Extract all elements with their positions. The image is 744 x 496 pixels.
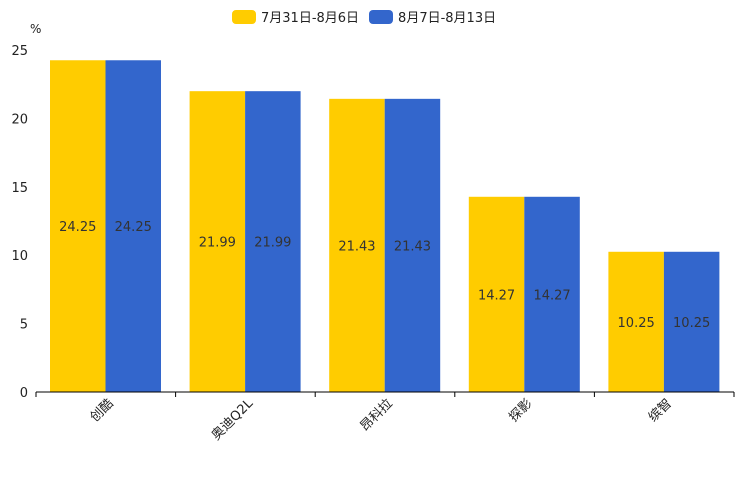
y-tick-label: 10	[11, 249, 28, 264]
y-tick-label: 20	[11, 112, 28, 127]
data-label: 21.43	[338, 239, 375, 254]
data-label: 21.43	[394, 239, 431, 254]
y-axis-label: %	[30, 22, 41, 36]
bar-1-2	[384, 98, 441, 393]
y-tick-label: 25	[11, 44, 28, 59]
legend-item-0[interactable]: 7月31日-8月6日	[232, 7, 359, 26]
data-label: 14.27	[478, 288, 515, 303]
bar-0-2	[329, 98, 385, 393]
legend-label-1: 8月7日-8月13日	[398, 11, 497, 26]
bar-1-3	[524, 196, 580, 392]
data-label: 10.25	[673, 316, 710, 331]
legend-label-0: 7月31日-8月6日	[261, 11, 360, 26]
x-tick-label: 昂科拉	[358, 396, 396, 434]
x-tick-label: 探影	[506, 396, 535, 425]
bar-1-0	[105, 60, 161, 392]
legend-swatch-1	[369, 9, 394, 24]
bar-1-1	[245, 91, 301, 392]
data-label: 10.25	[618, 316, 655, 331]
x-tick-label: 创酷	[88, 396, 117, 425]
y-tick-label: 5	[20, 318, 28, 333]
bar-0-1	[189, 91, 246, 392]
data-label: 24.25	[115, 220, 152, 235]
bar-1-4	[663, 251, 720, 392]
data-label: 21.99	[254, 236, 291, 251]
legend: 7月31日-8月6日 8月7日-8月13日	[232, 7, 496, 26]
y-tick-label: 15	[11, 181, 28, 196]
x-tick-label: 奥迪Q2L	[209, 396, 257, 444]
data-label: 14.27	[533, 288, 570, 303]
bar-0-3	[468, 196, 525, 392]
x-tick-label: 缤智	[645, 396, 675, 426]
bar-0-0	[50, 60, 106, 392]
bar-0-4	[608, 251, 664, 392]
legend-item-1[interactable]: 8月7日-8月13日	[369, 7, 496, 26]
data-label: 24.25	[59, 220, 96, 235]
y-tick-label: 0	[20, 386, 28, 401]
data-label: 21.99	[199, 236, 236, 251]
legend-swatch-0	[232, 9, 256, 24]
